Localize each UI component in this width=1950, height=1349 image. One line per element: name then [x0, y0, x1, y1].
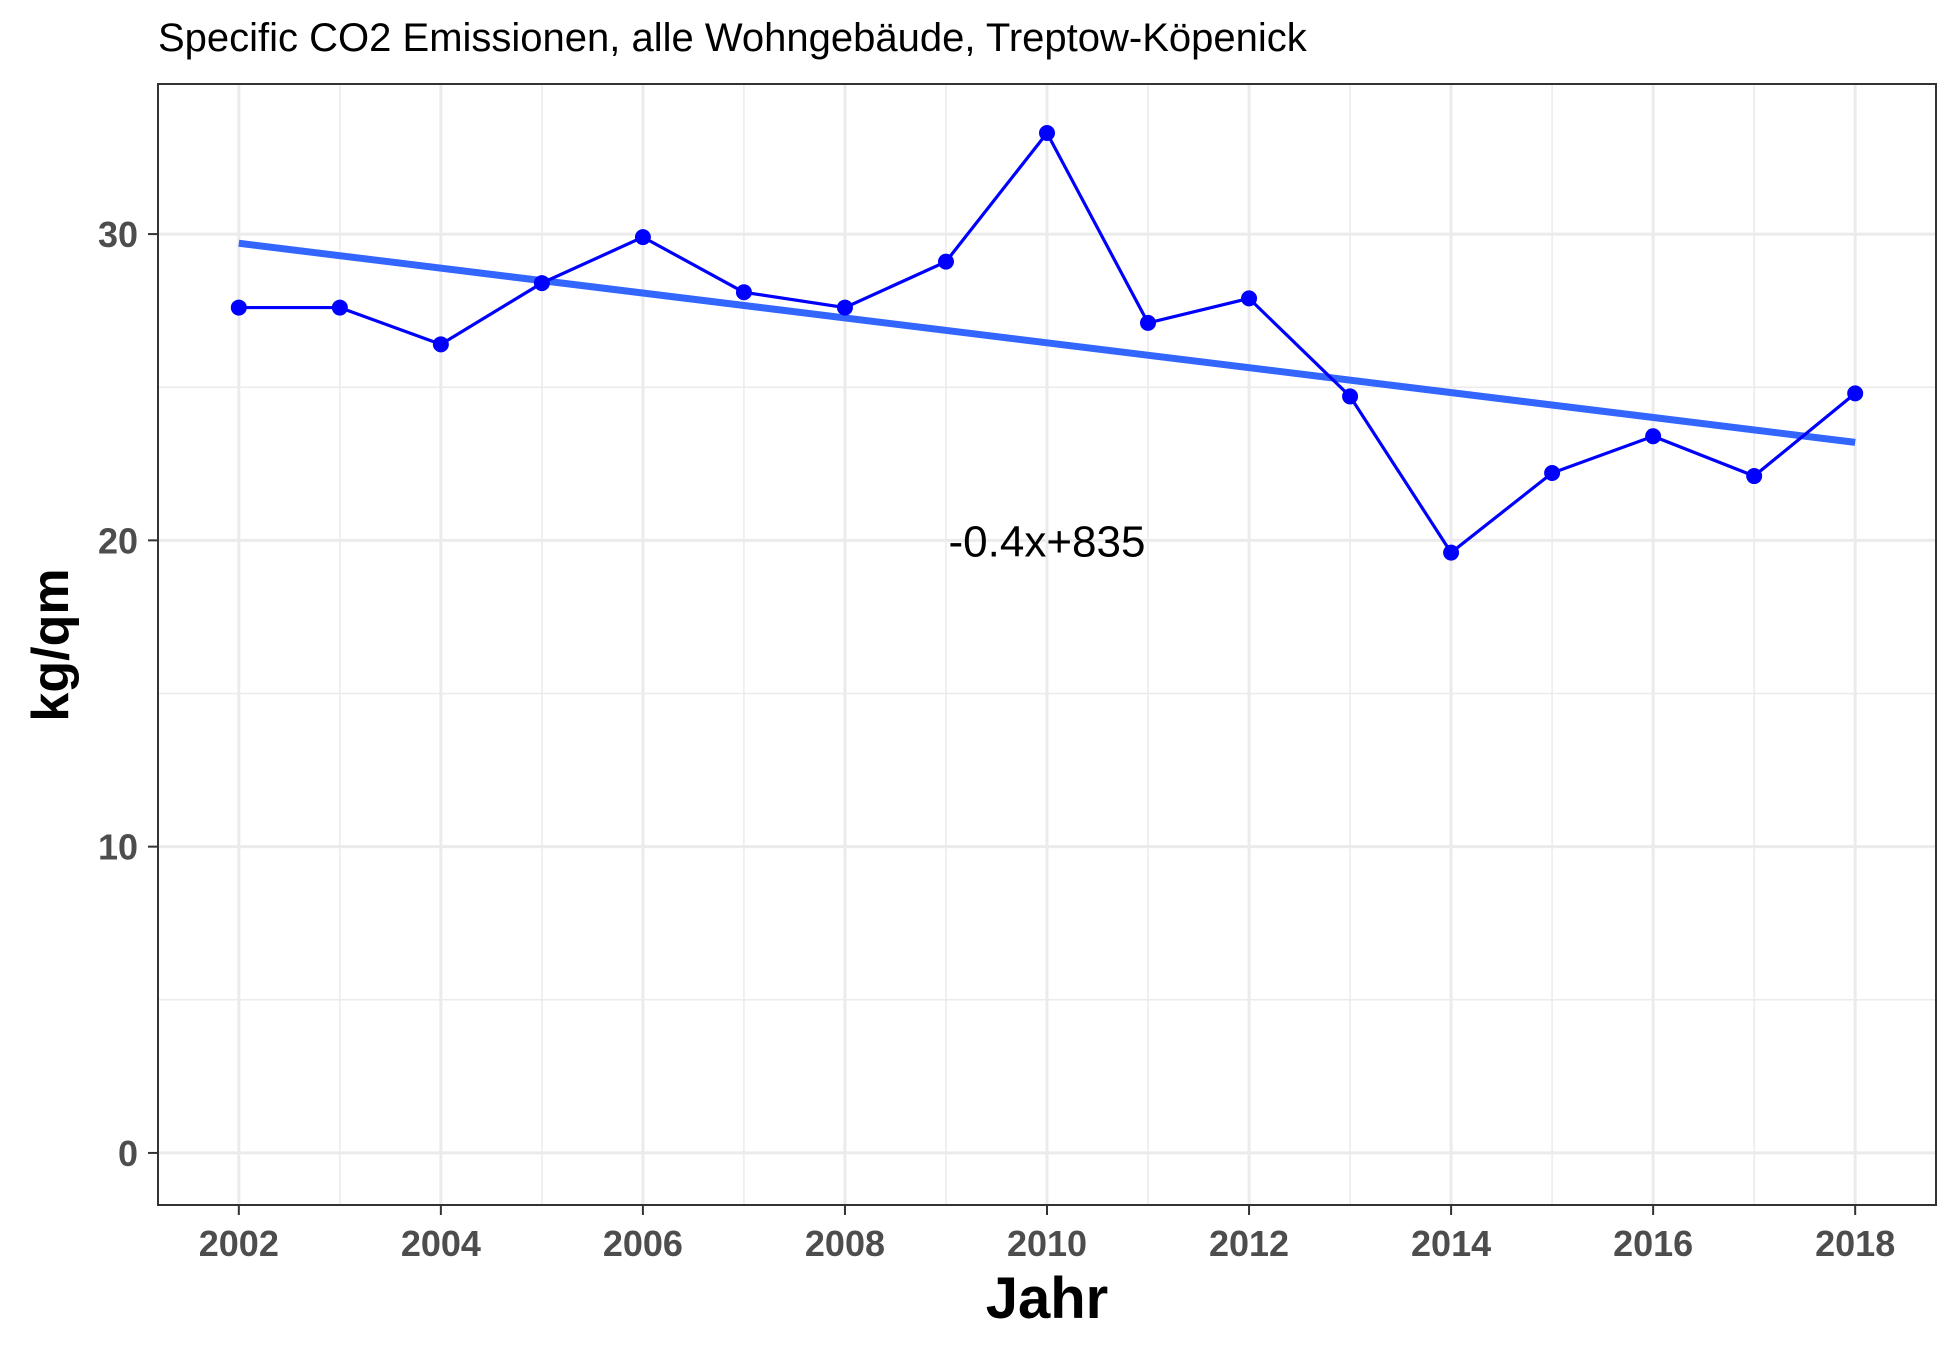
chart-title: Specific CO2 Emissionen, alle Wohngebäud…: [158, 16, 1308, 60]
data-point: [1443, 544, 1460, 561]
data-point: [1140, 314, 1157, 331]
y-tick-label: 0: [118, 1133, 138, 1174]
data-point: [230, 299, 247, 316]
data-point: [331, 299, 348, 316]
trendline: [238, 239, 1856, 446]
data-point: [432, 336, 449, 353]
x-tick-label: 2014: [1411, 1223, 1491, 1264]
data-point: [1847, 385, 1864, 402]
y-tick-labels: 0 10 20 30: [98, 214, 138, 1174]
x-axis-title: Jahr: [986, 1266, 1109, 1331]
data-point: [1241, 290, 1258, 307]
data-point: [735, 284, 752, 301]
x-tick-label: 2018: [1815, 1223, 1895, 1264]
data-point: [836, 299, 853, 316]
data-point: [634, 229, 651, 246]
x-tick-label: 2010: [1007, 1223, 1087, 1264]
series-group: [230, 125, 1864, 561]
data-point: [533, 275, 550, 292]
grid-major: [158, 84, 1936, 1205]
y-tick-label: 30: [98, 214, 138, 255]
x-tick-label: 2012: [1209, 1223, 1289, 1264]
trendline-equation: -0.4x+835: [949, 517, 1146, 566]
data-point: [937, 253, 954, 270]
x-tick-label: 2008: [805, 1223, 885, 1264]
data-point: [1746, 468, 1763, 485]
data-point: [1342, 388, 1359, 405]
x-tick-labels: 2002 2004 2006 2008 2010 2012 2014 2016 2018: [199, 1223, 1895, 1264]
x-tick-label: 2004: [401, 1223, 481, 1264]
y-axis-title: kg/qm: [22, 568, 80, 721]
trendline-group: [238, 239, 1856, 446]
data-point: [1544, 464, 1561, 481]
y-tick-label: 10: [98, 827, 138, 868]
x-tick-label: 2016: [1613, 1223, 1693, 1264]
x-tick-label: 2006: [603, 1223, 683, 1264]
data-point: [1039, 125, 1055, 142]
axis-ticks: [148, 233, 1857, 1215]
x-tick-label: 2002: [199, 1223, 279, 1264]
y-tick-label: 20: [98, 520, 138, 561]
data-point: [1645, 428, 1662, 445]
